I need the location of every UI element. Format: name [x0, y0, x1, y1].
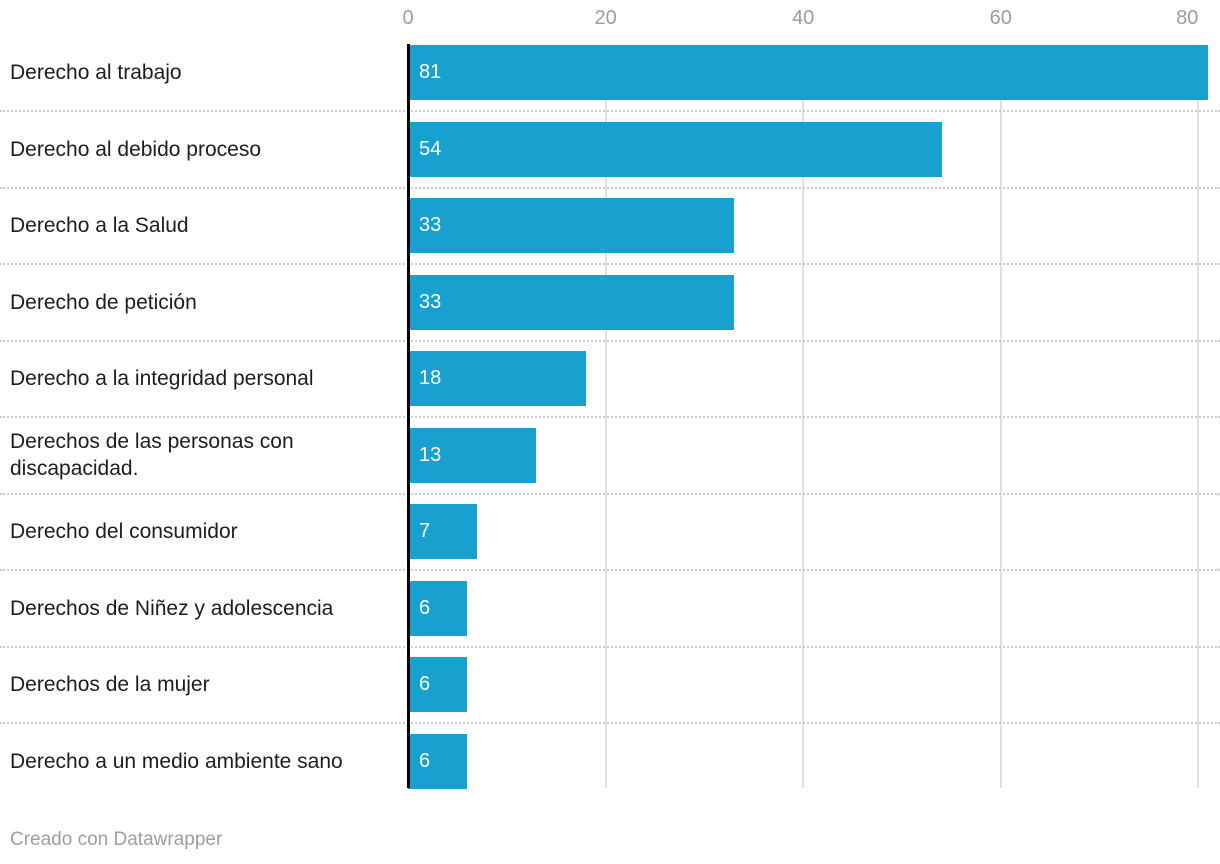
x-tick-label: 0: [402, 7, 414, 29]
bar-value-label: 13: [419, 443, 442, 466]
bar: 6: [408, 580, 468, 636]
row-separator: [0, 263, 1220, 265]
bar-value-label: 6: [419, 596, 431, 619]
category-label: Derechos de la mujer: [10, 673, 210, 696]
bar-value-label: 54: [419, 137, 442, 160]
row-separator: [0, 645, 1220, 648]
category-label: Derecho del consumidor: [10, 520, 238, 543]
category-label: Derecho al debido proceso: [10, 137, 261, 161]
category-label: Derecho a la Salud: [10, 214, 189, 237]
bar: 33: [408, 198, 735, 253]
category-label: Derecho a un medio ambiente sano: [10, 749, 343, 773]
row-separator: [0, 569, 1220, 571]
x-tick-label: 80: [1176, 7, 1199, 29]
category-label: Derecho de petición: [10, 290, 197, 314]
bar: 6: [408, 657, 468, 712]
x-tick-label: 60: [989, 7, 1012, 29]
bar: 81: [408, 45, 1209, 100]
bar-value-label: 6: [419, 673, 431, 695]
category-label: Derecho al trabajo: [10, 61, 182, 84]
bar-value-label: 6: [419, 749, 431, 772]
row-separator: [0, 416, 1220, 418]
category-label: Derecho a la integridad personal: [10, 367, 314, 390]
x-tick-label: 20: [594, 7, 617, 29]
row-separator: [0, 339, 1220, 342]
row-separator: [0, 722, 1220, 724]
bar-value-label: 33: [419, 290, 442, 313]
bar-value-label: 7: [419, 520, 431, 542]
row-separator: [0, 110, 1220, 112]
row-separator: [0, 492, 1220, 495]
row-separator: [0, 186, 1220, 189]
bar: 7: [408, 504, 478, 559]
bar: 33: [408, 274, 735, 330]
bar: 13: [408, 427, 537, 483]
bar-value-label: 18: [419, 367, 442, 389]
bar: 54: [408, 121, 942, 177]
bar: 6: [408, 733, 468, 789]
credit-link[interactable]: Creado con Datawrapper: [10, 829, 223, 850]
bar-value-label: 33: [419, 214, 442, 236]
category-label: Derechos de las personas con discapacida…: [10, 430, 294, 480]
category-label: Derechos de Niñez y adolescencia: [10, 596, 334, 620]
bar: 18: [408, 351, 586, 406]
zero-baseline: [407, 44, 410, 788]
x-tick-label: 40: [792, 7, 815, 29]
bar-value-label: 81: [419, 61, 442, 83]
